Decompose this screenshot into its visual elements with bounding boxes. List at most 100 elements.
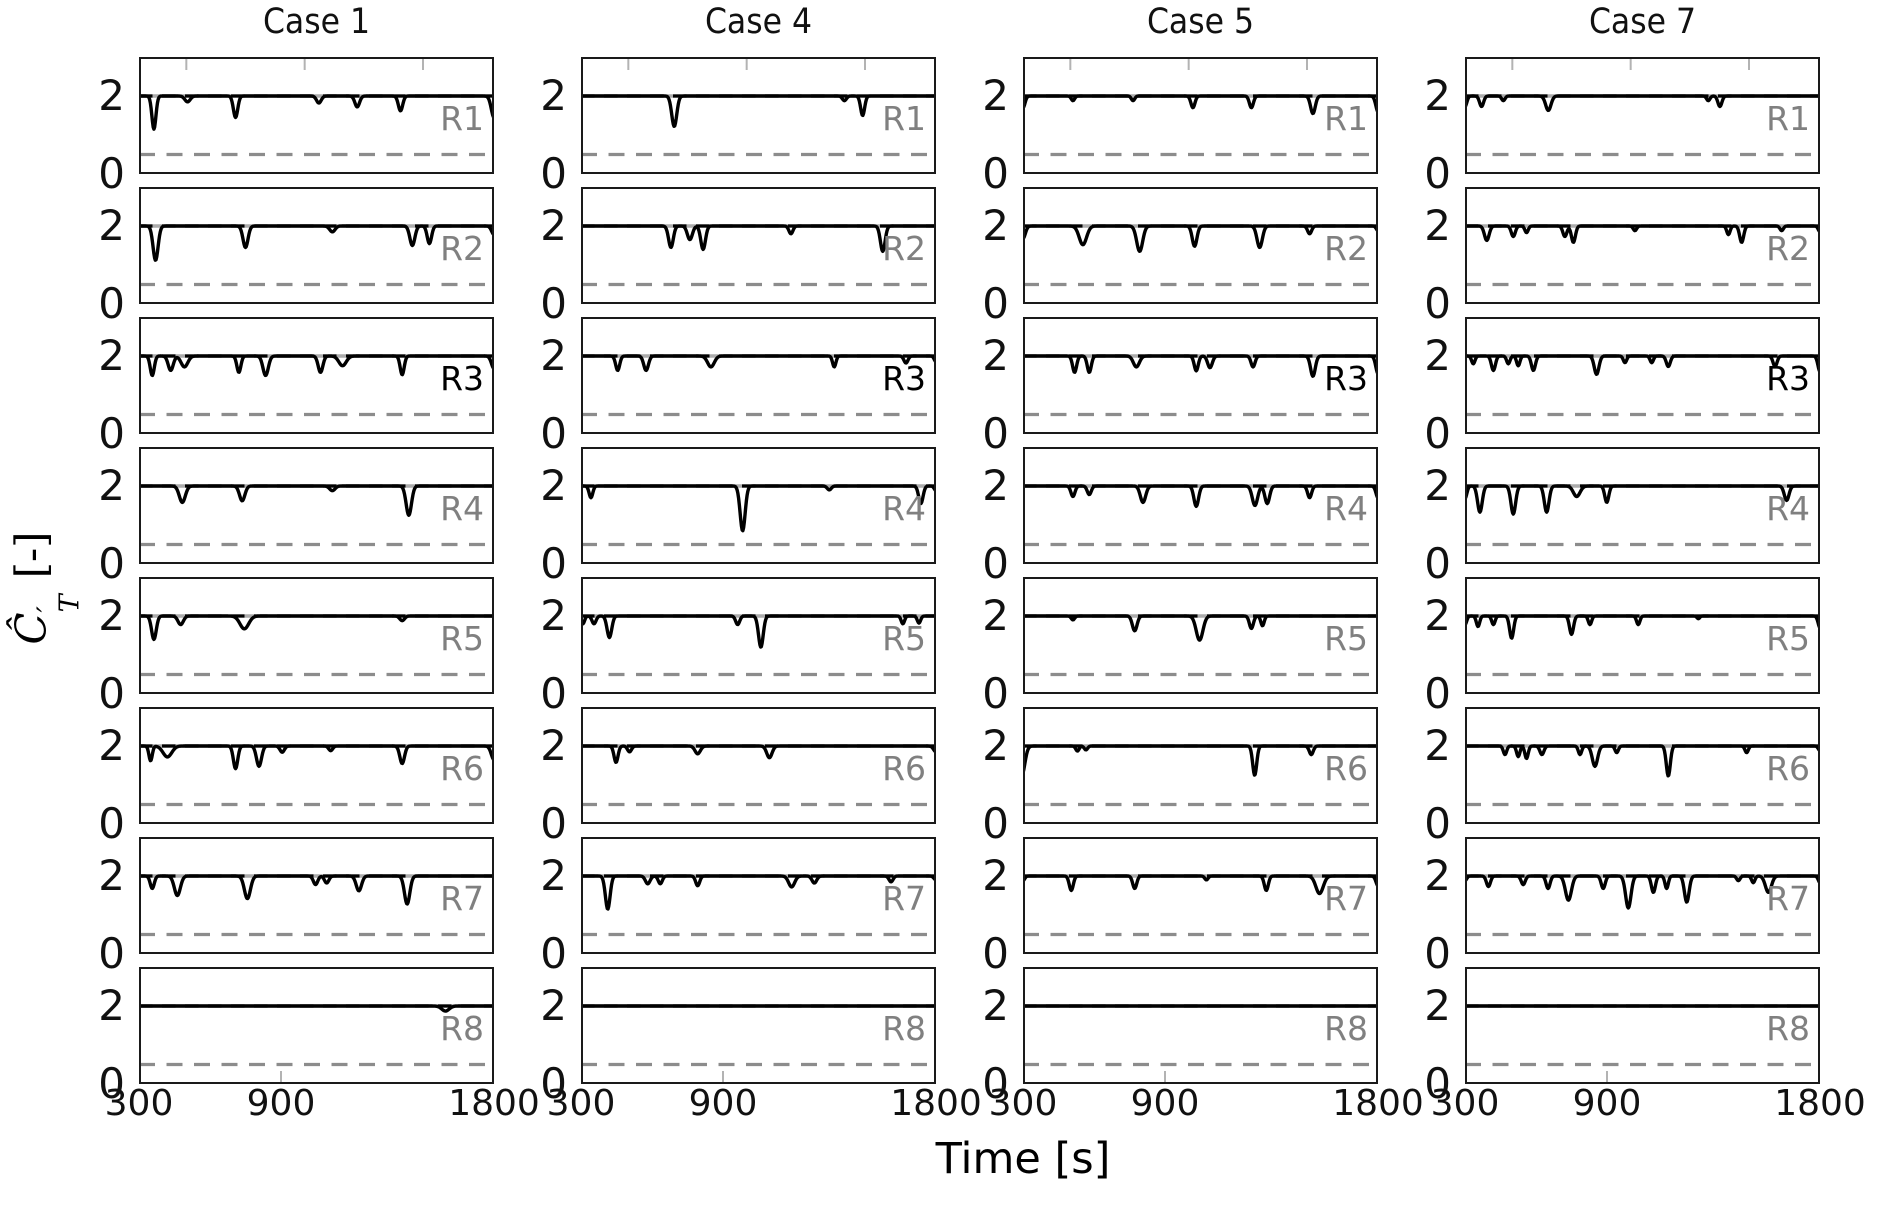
row-label-r3: R3 xyxy=(882,359,926,398)
y-tick-label: 0 xyxy=(982,149,1009,198)
row-label-r5: R5 xyxy=(1324,619,1368,658)
y-tick-label: 2 xyxy=(1424,721,1451,770)
y-tick-label: 0 xyxy=(1424,799,1451,848)
x-tick-label: 300 xyxy=(988,1083,1058,1124)
subplot-border xyxy=(581,707,936,824)
y-tick-label: 0 xyxy=(1424,1059,1451,1108)
data-line xyxy=(581,94,936,128)
subplot-case7-r3 xyxy=(1465,317,1820,434)
y-tick-label: 0 xyxy=(98,279,125,328)
subplot-case5-r1 xyxy=(1023,57,1378,174)
y-tick-label: 0 xyxy=(98,1059,125,1108)
x-tick-label: 300 xyxy=(546,1083,616,1124)
y-tick-label: 2 xyxy=(540,71,567,120)
subplot-border xyxy=(1023,187,1378,304)
subplot-canvas xyxy=(139,707,494,824)
subplot-case1-r2 xyxy=(139,187,494,304)
subplot-canvas xyxy=(139,837,494,954)
y-tick-label: 2 xyxy=(540,201,567,250)
data-line xyxy=(1465,484,1820,516)
y-tick-label: 2 xyxy=(1424,71,1451,120)
subplot-case7-r8 xyxy=(1465,967,1820,1084)
subplot-border xyxy=(581,577,936,694)
y-tick-label: 2 xyxy=(98,981,125,1030)
row-label-r4: R4 xyxy=(1324,489,1368,528)
y-tick-label: 2 xyxy=(540,981,567,1030)
y-tick-label: 0 xyxy=(98,409,125,458)
x-tick-label: 1800 xyxy=(448,1083,540,1124)
y-tick-label: 2 xyxy=(1424,201,1451,250)
x-tick-label: 1800 xyxy=(1332,1083,1424,1124)
subplot-canvas xyxy=(1465,707,1820,824)
subplot-canvas xyxy=(1465,837,1820,954)
y-tick-label: 2 xyxy=(982,71,1009,120)
subplot-canvas xyxy=(1023,317,1378,434)
row-label-r4: R4 xyxy=(440,489,484,528)
y-tick-label: 2 xyxy=(982,591,1009,640)
y-tick-label: 2 xyxy=(1424,461,1451,510)
subplot-case7-r7 xyxy=(1465,837,1820,954)
data-line xyxy=(581,354,936,373)
data-line xyxy=(139,1004,494,1013)
subplot-border xyxy=(139,967,494,1084)
row-label-r3: R3 xyxy=(440,359,484,398)
subplot-case1-r1 xyxy=(139,57,494,174)
subplot-canvas xyxy=(139,317,494,434)
row-label-r2: R2 xyxy=(882,229,926,268)
y-tick-label: 0 xyxy=(540,279,567,328)
case-title: Case 1 xyxy=(262,2,371,42)
subplot-case4-r6 xyxy=(581,707,936,824)
data-line xyxy=(139,744,494,771)
row-label-r3: R3 xyxy=(1324,359,1368,398)
y-tick-label: 2 xyxy=(98,851,125,900)
data-line xyxy=(1465,94,1820,113)
subplot-case4-r2 xyxy=(581,187,936,304)
row-label-r7: R7 xyxy=(1324,879,1368,918)
y-tick-label: 0 xyxy=(1424,409,1451,458)
row-label-r5: R5 xyxy=(882,619,926,658)
y-tick-label: 0 xyxy=(982,279,1009,328)
x-tick-label: 1800 xyxy=(1774,1083,1866,1124)
subplot-canvas xyxy=(139,447,494,564)
x-tick-label: 300 xyxy=(104,1083,174,1124)
data-line xyxy=(139,224,494,262)
subplot-canvas xyxy=(1465,57,1820,174)
subplot-canvas xyxy=(581,967,936,1084)
y-tick-label: 2 xyxy=(540,721,567,770)
data-line xyxy=(581,874,936,911)
subplot-border xyxy=(1465,577,1820,694)
subplot-border xyxy=(1023,317,1378,434)
data-line xyxy=(1023,874,1378,896)
subplot-border xyxy=(581,837,936,954)
x-tick-label: 900 xyxy=(688,1083,758,1124)
y-tick-label: 0 xyxy=(982,799,1009,848)
subplot-border xyxy=(1023,967,1378,1084)
subplot-case7-r5 xyxy=(1465,577,1820,694)
subplot-border xyxy=(1465,317,1820,434)
data-line xyxy=(1465,874,1820,910)
y-tick-label: 2 xyxy=(98,721,125,770)
y-tick-label: 0 xyxy=(1424,669,1451,718)
y-tick-label: 0 xyxy=(982,669,1009,718)
subplot-canvas xyxy=(1023,967,1378,1084)
subplot-canvas xyxy=(1465,577,1820,694)
y-tick-label: 2 xyxy=(98,331,125,380)
subplot-canvas xyxy=(581,187,936,304)
x-tick-label: 900 xyxy=(1130,1083,1200,1124)
y-tick-label: 0 xyxy=(540,409,567,458)
subplot-border xyxy=(1465,837,1820,954)
subplot-canvas xyxy=(581,707,936,824)
row-label-r2: R2 xyxy=(1324,229,1368,268)
y-tick-label: 2 xyxy=(982,721,1009,770)
y-tick-label: 2 xyxy=(982,461,1009,510)
subplot-border xyxy=(1023,837,1378,954)
y-axis-label-base: Ĉ xyxy=(6,612,56,645)
case-title: Case 4 xyxy=(704,2,813,42)
y-tick-label: 0 xyxy=(540,929,567,978)
subplot-case5-r2 xyxy=(1023,187,1378,304)
row-label-r6: R6 xyxy=(1324,749,1368,788)
subplot-case7-r4 xyxy=(1465,447,1820,564)
case-title: Case 7 xyxy=(1588,2,1697,42)
row-label-r6: R6 xyxy=(440,749,484,788)
